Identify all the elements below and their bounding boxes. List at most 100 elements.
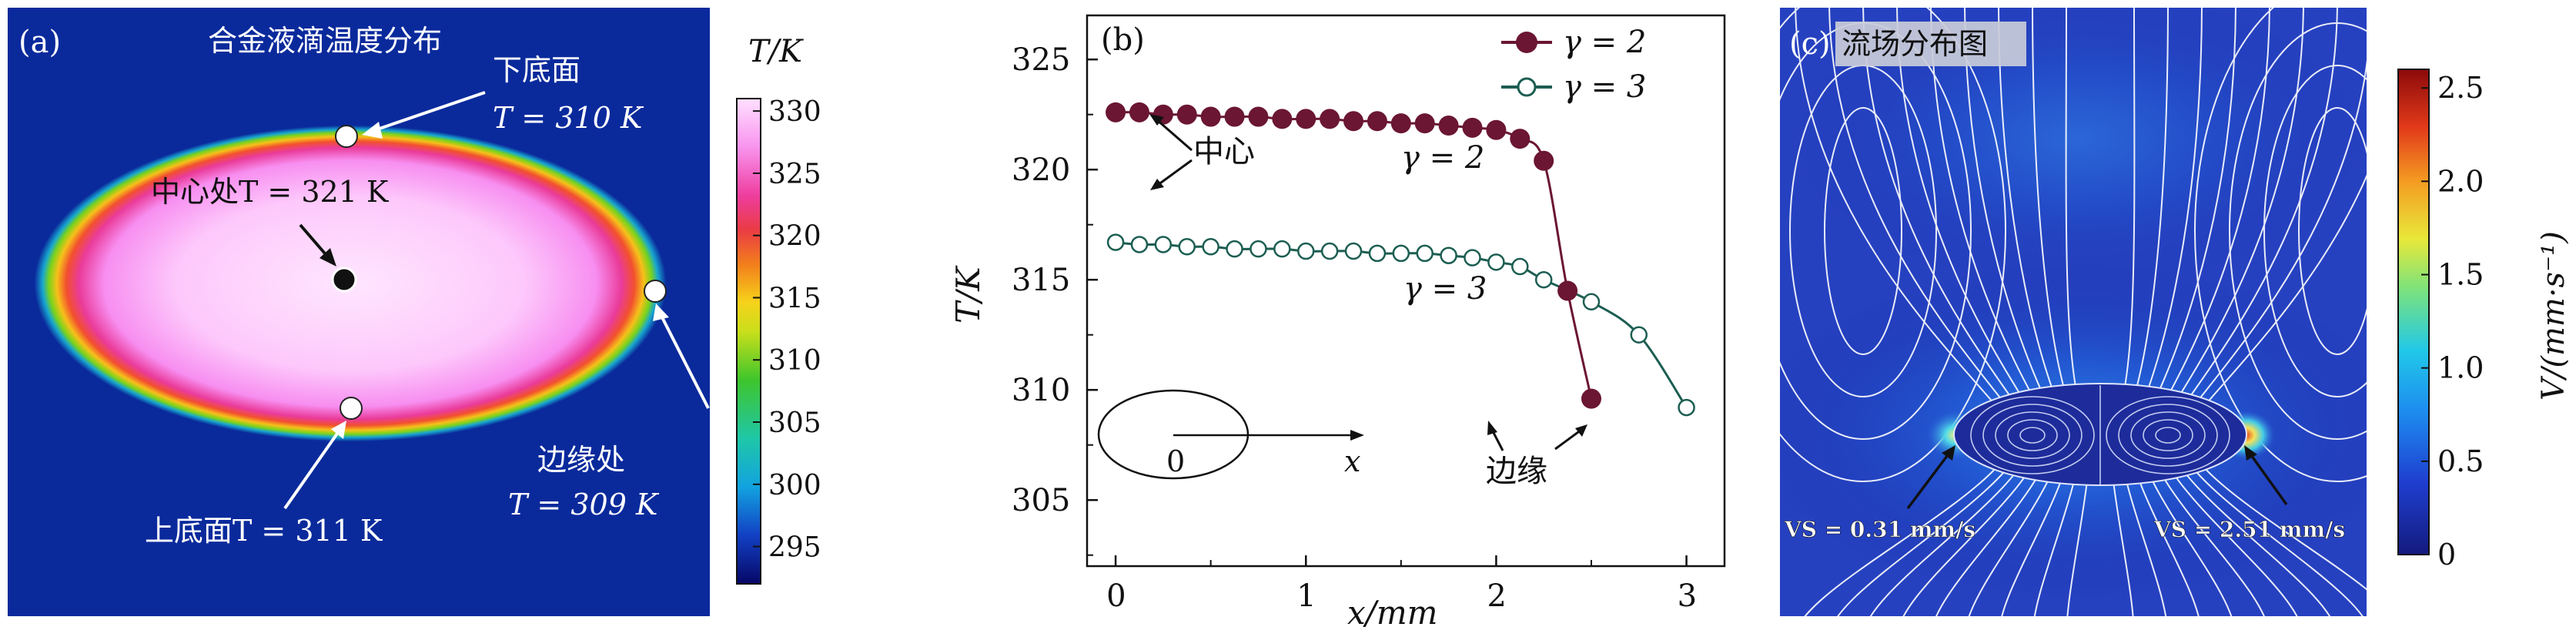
legend-marker-gamma2: [1516, 32, 1537, 53]
panel-b-temperature-profile: (b) 0 1 2 3 305 310 315 320 325 x/mm T/K γ = 2 γ…: [949, 14, 1726, 632]
velocity-tick-label: 0: [2437, 538, 2456, 572]
annotation-edge: 边缘: [1486, 454, 1547, 489]
point-gamma2: [1296, 109, 1316, 129]
point-gamma2: [1486, 119, 1507, 140]
series-line-gamma2: [1116, 111, 1593, 399]
inner-vortex: [2118, 404, 2218, 467]
point-gamma3: [1368, 244, 1387, 263]
velocity-tick-label: 2.5: [2437, 71, 2484, 105]
temp-tick-label: 295: [768, 532, 821, 564]
vs-right-label: VS = 2.51 mm/s: [2153, 517, 2345, 542]
series-markers: [1106, 102, 1695, 417]
panel-a-label: (a): [18, 25, 61, 60]
inset-droplet-sketch: 0 x: [1097, 389, 1364, 480]
point-gamma2: [1557, 280, 1578, 301]
point-gamma2: [1414, 113, 1435, 134]
point-gamma2: [1129, 102, 1149, 122]
inset-x: x: [1344, 444, 1360, 478]
velocity-tick-label: 0.5: [2437, 444, 2484, 478]
point-gamma3: [1154, 236, 1173, 253]
point-gamma3: [1273, 240, 1291, 258]
inner-vortex: [2130, 411, 2206, 459]
point-gamma2: [1581, 388, 1601, 409]
axes: 0 1 2 3 305 310 315 320 325: [1012, 42, 1697, 614]
panel-b-label: (b): [1101, 22, 1145, 58]
inner-vortex: [1970, 396, 2095, 474]
label-edge: 边缘处: [537, 443, 625, 477]
temp-colorbar: [736, 98, 761, 585]
point-gamma3: [1511, 257, 1529, 276]
point-gamma3: [1130, 236, 1149, 253]
inner-vortex: [2019, 427, 2046, 444]
panel-c-title-box: [1835, 22, 2026, 66]
marker-edge: [644, 280, 667, 303]
velocity-colorbar-title: V/(mm·s⁻¹): [2536, 231, 2571, 401]
point-gamma3: [1178, 238, 1196, 256]
y-tick-label: 315: [1012, 263, 1070, 298]
panel-c-arrows: [1906, 445, 2288, 510]
vortex-loop: [2298, 107, 2367, 355]
temp-tick-label: 325: [768, 159, 821, 190]
point-gamma3: [1487, 253, 1505, 271]
panel-a-arrows: [283, 91, 710, 510]
point-gamma2: [1272, 109, 1293, 129]
inner-vortex: [2007, 419, 2058, 451]
temp-colorbar-title: T/K: [748, 34, 804, 69]
velocity-colorbar-ticks: 2.5 2.0 1.5 1.0 0.5 0: [2421, 71, 2484, 572]
point-gamma2: [1390, 113, 1411, 134]
velocity-tick-label: 1.5: [2437, 258, 2484, 292]
panel-a-temperature-map: (a) 合金液滴温度分布 下底面 T = 310 K 中心处T = 321 K …: [8, 8, 821, 616]
inner-vortex: [1982, 404, 2083, 467]
point-gamma3: [1344, 242, 1363, 260]
point-gamma3: [1678, 398, 1695, 417]
marker-bottom-face: [335, 125, 358, 148]
x-tick-label: 3: [1678, 578, 1697, 614]
panel-c-flow-field: (c) 流场分布图 VS = 0.31 mm/s VS = 2.51 mm/s …: [1780, 8, 2571, 616]
point-gamma3: [1226, 240, 1243, 258]
plot-frame: [1086, 14, 1726, 568]
label-bottom-face: 下底面: [493, 53, 580, 87]
x-tick-label: 0: [1106, 578, 1126, 614]
internal-vortices: [1970, 385, 2230, 485]
point-gamma2: [1343, 111, 1364, 132]
point-gamma2: [1534, 150, 1554, 171]
vortex-loop: [1780, 8, 2006, 482]
point-gamma2: [1320, 109, 1340, 129]
point-gamma2: [1438, 116, 1459, 136]
series-line-gamma3: [1115, 241, 1688, 408]
inner-vortex: [2143, 419, 2193, 451]
label-top-face: 上底面T = 311 K: [145, 514, 383, 548]
point-gamma3: [1392, 244, 1410, 263]
point-gamma3: [1296, 242, 1315, 260]
annotation-center: 中心: [1193, 134, 1255, 169]
vortex-loop: [2229, 22, 2367, 440]
point-gamma3: [1630, 326, 1648, 344]
temp-colorbar-ticks: 330 325 320 315 310 305 300 295: [753, 96, 821, 564]
y-tick-label: 320: [1012, 153, 1070, 188]
panel-c-label: (c): [1789, 26, 1831, 62]
y-tick-label: 325: [1012, 42, 1070, 78]
temp-tick-label: 310: [768, 345, 821, 377]
y-tick-label: 305: [1012, 483, 1070, 518]
legend-gamma3: γ = 3: [1563, 69, 1646, 105]
point-gamma2: [1462, 117, 1483, 138]
edge-arrows: [1487, 421, 1587, 451]
point-gamma3: [1250, 240, 1267, 258]
x-tick-label: 2: [1487, 578, 1506, 614]
y-axis-title: T/K: [949, 265, 987, 324]
point-gamma2: [1510, 129, 1531, 149]
panel-a-title: 合金液滴温度分布: [208, 24, 442, 58]
legend-gamma2: γ = 2: [1563, 25, 1646, 60]
inner-vortex: [1995, 411, 2070, 459]
inner-vortex: [2106, 396, 2230, 474]
label-center-temp: 中心处T = 321 K: [151, 175, 389, 209]
temp-tick-label: 315: [768, 283, 821, 314]
marker-top-face: [340, 397, 363, 420]
point-gamma2: [1176, 104, 1197, 125]
annotation-gamma2: γ = 2: [1401, 140, 1484, 176]
x-tick-label: 1: [1296, 578, 1316, 614]
point-gamma2: [1248, 106, 1269, 127]
temp-tick-label: 305: [768, 407, 821, 439]
point-gamma3: [1416, 244, 1434, 263]
inset-origin: 0: [1166, 444, 1185, 478]
